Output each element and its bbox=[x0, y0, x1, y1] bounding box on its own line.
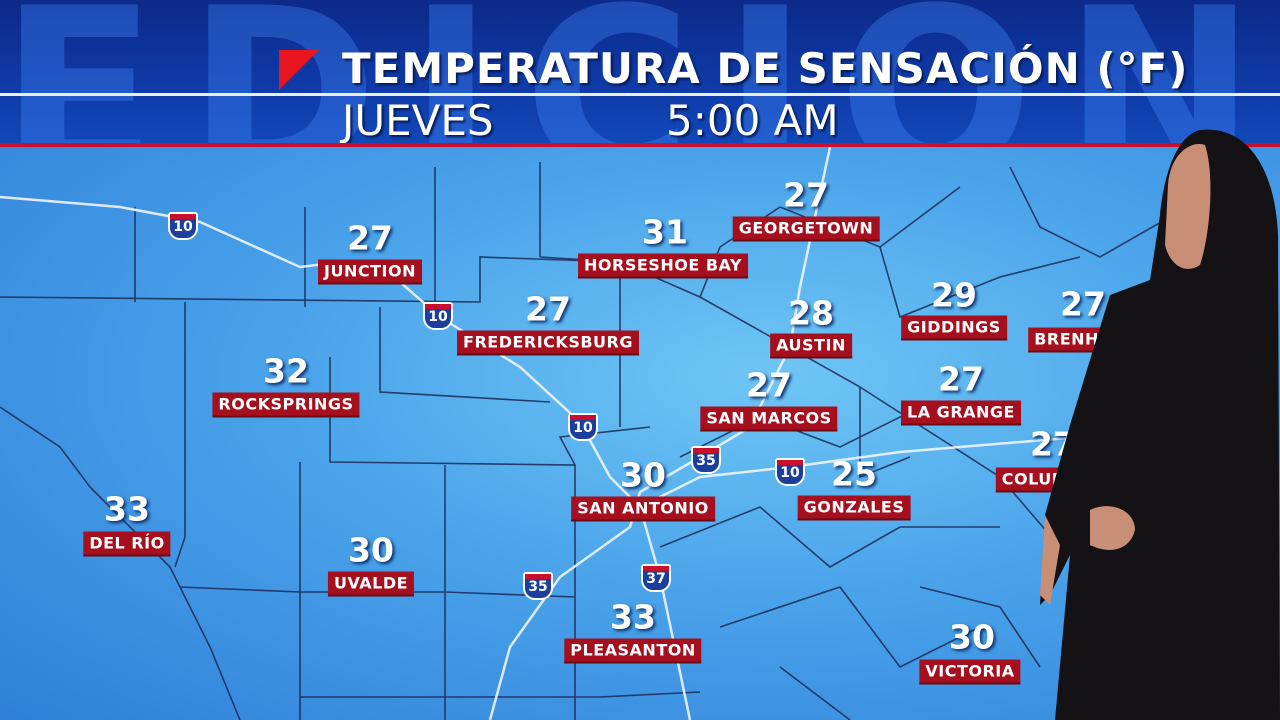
city-temperature: 27 bbox=[938, 359, 984, 399]
presenter bbox=[1040, 129, 1280, 720]
city-temperature: 27 bbox=[783, 175, 829, 215]
interstate-shield-icon: 10 bbox=[775, 458, 805, 486]
city-temperature: 25 bbox=[831, 454, 877, 494]
city-temperature: 30 bbox=[348, 530, 394, 570]
city-label: GONZALES bbox=[797, 495, 911, 521]
city-label: LA GRANGE bbox=[901, 400, 1021, 426]
city-temperature: 31 bbox=[642, 212, 688, 252]
city-label: ROCKSPRINGS bbox=[212, 392, 360, 418]
city-label: SAN MARCOS bbox=[700, 406, 838, 432]
graphic-header: EDICION TEMPERATURA DE SENSACIÓN (°F) JU… bbox=[0, 0, 1280, 145]
divider bbox=[0, 143, 1280, 147]
city-temperature: 27 bbox=[746, 365, 792, 405]
city-temperature: 33 bbox=[610, 597, 656, 637]
city-temperature: 30 bbox=[620, 455, 666, 495]
interstate-shield-icon: 35 bbox=[523, 572, 553, 600]
forecast-day: JUEVES bbox=[342, 96, 494, 145]
divider bbox=[0, 93, 1280, 96]
city-temperature: 27 bbox=[1060, 284, 1106, 324]
city-label: GIDDINGS bbox=[901, 315, 1007, 341]
interstate-shield-icon: 10 bbox=[168, 212, 198, 240]
city-label: JUNCTION bbox=[318, 259, 422, 285]
city-temperature: 28 bbox=[788, 293, 834, 333]
interstate-shield-icon: 35 bbox=[691, 446, 721, 474]
interstate-shield-icon: 37 bbox=[641, 564, 671, 592]
city-label: DEL RÍO bbox=[83, 531, 171, 557]
interstate-shield-icon: 10 bbox=[568, 413, 598, 441]
city-label: GEORGETOWN bbox=[732, 216, 880, 242]
city-label: VICTORIA bbox=[919, 659, 1021, 685]
city-label: HORSESHOE BAY bbox=[578, 253, 748, 279]
forecast-time: 5:00 AM bbox=[666, 96, 839, 145]
city-temperature: 32 bbox=[263, 351, 309, 391]
interstate-shield-icon: 10 bbox=[423, 302, 453, 330]
city-label: AUSTIN bbox=[770, 333, 852, 359]
city-temperature: 30 bbox=[949, 617, 995, 657]
city-temperature: 29 bbox=[931, 275, 977, 315]
graphic-title: TEMPERATURA DE SENSACIÓN (°F) bbox=[342, 44, 1189, 93]
city-temperature: 33 bbox=[104, 489, 150, 529]
red-flag-icon bbox=[279, 50, 319, 90]
city-label: FREDERICKSBURG bbox=[457, 330, 639, 356]
city-temperature: 27 bbox=[525, 289, 571, 329]
city-label: UVALDE bbox=[327, 571, 415, 597]
background-watermark: EDICION bbox=[0, 0, 1280, 145]
city-label: PLEASANTON bbox=[564, 638, 702, 664]
city-label: SAN ANTONIO bbox=[571, 496, 715, 522]
city-temperature: 27 bbox=[347, 218, 393, 258]
